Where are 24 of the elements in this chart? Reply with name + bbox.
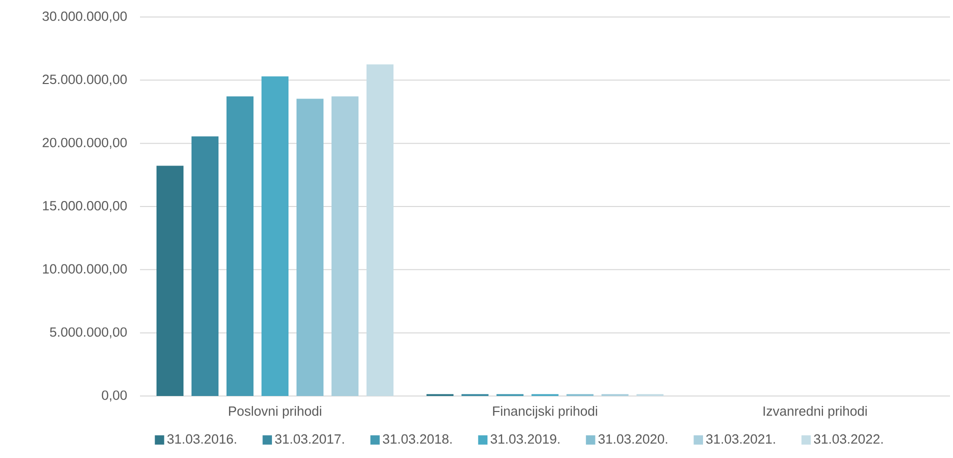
bar bbox=[156, 166, 184, 396]
legend-label: 31.03.2016. bbox=[167, 434, 236, 444]
legend-label: 31.03.2019. bbox=[490, 434, 560, 444]
bar bbox=[296, 98, 324, 396]
bar bbox=[226, 96, 254, 396]
y-tick-label: 30.000.000,00 bbox=[42, 11, 127, 23]
legend-label: 31.03.2021. bbox=[706, 434, 775, 444]
y-tick-label: 15.000.000,00 bbox=[43, 200, 127, 212]
x-tick-label: Financijski prihodi bbox=[493, 406, 598, 418]
bar bbox=[332, 96, 358, 396]
y-tick-label: 10.000.000,00 bbox=[43, 264, 127, 276]
legend-label: 31.03.2017. bbox=[275, 434, 344, 444]
bar bbox=[366, 64, 394, 396]
bar bbox=[192, 136, 218, 396]
x-tick-label: Izvanredni prihodi bbox=[764, 406, 867, 418]
y-tick-label: 20.000.000,00 bbox=[42, 138, 127, 149]
y-tick-label: 0,00 bbox=[102, 390, 127, 402]
legend-label: 31.03.2018. bbox=[382, 434, 452, 444]
y-tick-label: 25.000.000,00 bbox=[42, 74, 127, 86]
x-tick-label: Poslovni prihodi bbox=[229, 406, 322, 418]
legend-label: 31.03.2020. bbox=[598, 434, 668, 444]
legend-label: 31.03.2022. bbox=[814, 434, 883, 444]
y-tick-label: 5.000.000,00 bbox=[50, 327, 127, 338]
bar bbox=[262, 76, 288, 396]
